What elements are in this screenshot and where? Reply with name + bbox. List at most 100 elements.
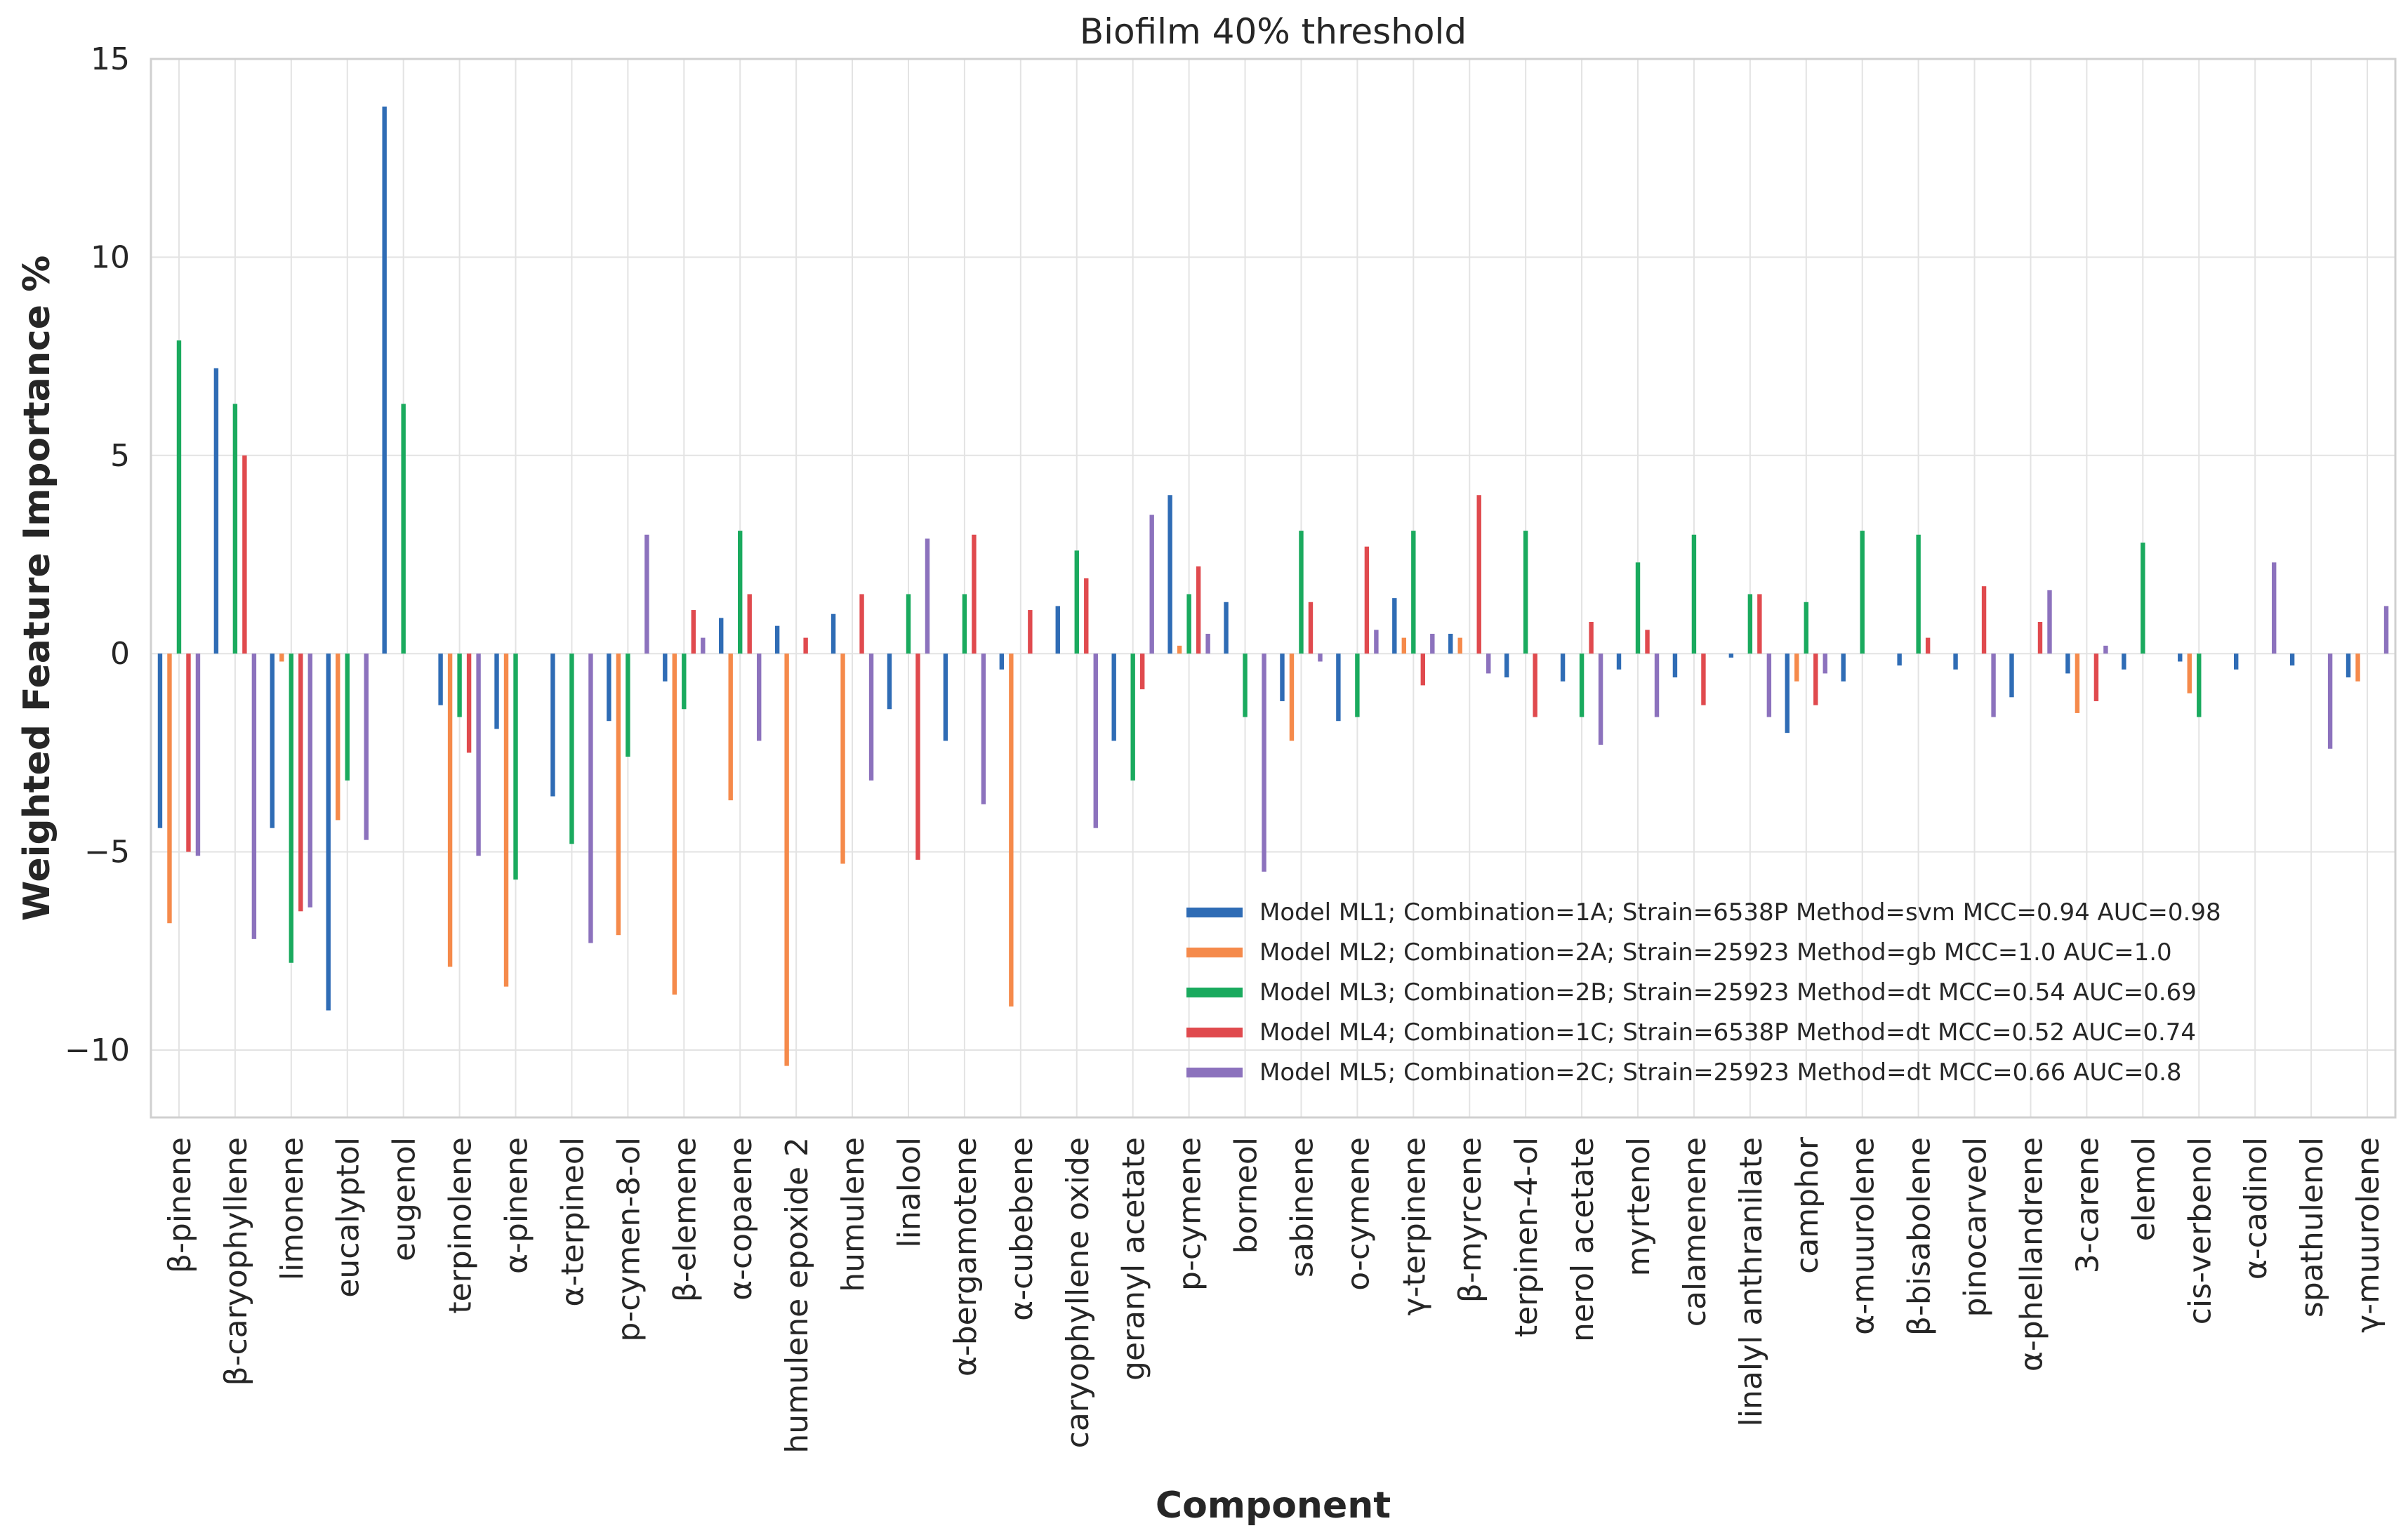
bar: [1476, 495, 1481, 654]
x-tick-label: myrtenol: [1621, 1137, 1657, 1276]
bar: [1392, 598, 1397, 654]
bar: [682, 653, 687, 710]
bar: [476, 653, 481, 856]
x-tick-label: γ-terpinene: [1396, 1137, 1432, 1315]
bar: [382, 106, 387, 654]
bar: [972, 534, 977, 654]
bar: [1645, 630, 1650, 654]
x-tick-label: nerol acetate: [1565, 1137, 1601, 1342]
y-tick-label: −5: [84, 835, 130, 870]
bar: [1728, 653, 1734, 658]
bar: [503, 653, 509, 987]
x-tick-label: α-pinene: [499, 1137, 535, 1274]
x-tick-label: terpinen-4-ol: [1509, 1137, 1544, 1337]
x-tick-label: β-myrcene: [1453, 1137, 1488, 1303]
bar: [2327, 653, 2333, 749]
bar: [2122, 653, 2126, 670]
grid-layer: [151, 58, 2395, 1117]
bar: [1757, 594, 1762, 654]
bar: [1374, 630, 1379, 654]
x-tick-label: humulene: [835, 1137, 871, 1292]
bar: [2037, 622, 2043, 654]
bar: [2075, 653, 2080, 713]
x-tick-label: o-cymene: [1340, 1137, 1376, 1291]
bar: [345, 653, 350, 781]
x-tick-label: camphor: [1790, 1136, 1825, 1274]
bar: [1074, 550, 1079, 654]
x-tick-label: limonene: [274, 1137, 310, 1280]
bar: [1186, 594, 1191, 654]
bar: [1560, 653, 1566, 682]
bar: [466, 653, 472, 753]
legend: Model ML1; Combination=1A; Strain=6538P …: [1186, 898, 2221, 1087]
bar: [279, 653, 284, 662]
bar: [232, 404, 238, 654]
x-tick-label: γ-muurolene: [2350, 1137, 2386, 1333]
bar: [176, 340, 182, 654]
x-tick-label: eucalyptol: [331, 1137, 366, 1298]
bar: [2233, 653, 2239, 670]
x-tick-label: p-cymene: [1172, 1137, 1208, 1291]
bar: [1084, 578, 1089, 654]
bar: [1794, 653, 1799, 682]
bar: [1308, 602, 1314, 654]
x-tick-label: pinocarveol: [1958, 1137, 1994, 1317]
bar: [774, 625, 780, 654]
bar: [1813, 653, 1818, 705]
bar: [326, 653, 331, 1011]
x-tick-label: 3-carene: [2070, 1137, 2105, 1273]
bar: [672, 653, 677, 995]
bar: [1364, 546, 1370, 654]
bar: [2178, 653, 2183, 662]
x-tick-label: β-pinene: [162, 1137, 198, 1273]
bar: [859, 594, 864, 654]
bar: [336, 653, 340, 821]
bar: [1196, 566, 1201, 654]
bar: [1430, 633, 1435, 654]
bar: [1111, 653, 1116, 741]
y-tick-label: 15: [91, 41, 130, 77]
x-tick-label: linalool: [892, 1137, 927, 1248]
bar: [307, 653, 313, 908]
y-axis-label: Weighted Feature Importance %: [16, 255, 58, 921]
bar: [757, 653, 762, 741]
bar: [1336, 653, 1341, 722]
bar: [2346, 653, 2351, 678]
bar: [1953, 653, 1958, 670]
bar: [251, 653, 257, 939]
bar: [925, 538, 930, 654]
legend-swatch: [1186, 908, 1243, 917]
x-tick-label: spathulenol: [2294, 1137, 2330, 1317]
x-tick-label: β-bisabolene: [1902, 1137, 1938, 1336]
legend-label: Model ML4; Combination=1C; Strain=6538P …: [1259, 1018, 2196, 1047]
legend-label: Model ML2; Combination=2A; Strain=25923 …: [1259, 938, 2172, 967]
bar: [1747, 594, 1753, 654]
bar: [1420, 653, 1426, 686]
chart-title: Biofilm 40% threshold: [1080, 11, 1467, 52]
bar: [1981, 586, 1987, 654]
bar: [663, 653, 668, 682]
x-tick-label: caryophyllene oxide: [1060, 1137, 1096, 1448]
x-tick-label: terpinolene: [443, 1137, 479, 1314]
bar: [569, 653, 574, 844]
bar: [962, 594, 967, 654]
bar: [1028, 610, 1033, 654]
bar: [1139, 653, 1145, 690]
bar: [270, 653, 275, 828]
bar: [1355, 653, 1360, 717]
x-tick-label: p-cymen-8-ol: [611, 1137, 647, 1342]
plot-frame: [150, 58, 2397, 1119]
bar: [2187, 653, 2192, 693]
bar: [2141, 543, 2145, 654]
bar: [1055, 606, 1060, 654]
bar: [1701, 653, 1706, 705]
bar: [1916, 534, 1921, 654]
bar: [1504, 653, 1509, 678]
bar: [691, 610, 696, 654]
x-tick-label: sabinene: [1284, 1137, 1320, 1277]
bar: [298, 653, 303, 912]
bar: [242, 455, 247, 654]
bar: [1804, 602, 1808, 654]
bar: [2093, 653, 2099, 701]
